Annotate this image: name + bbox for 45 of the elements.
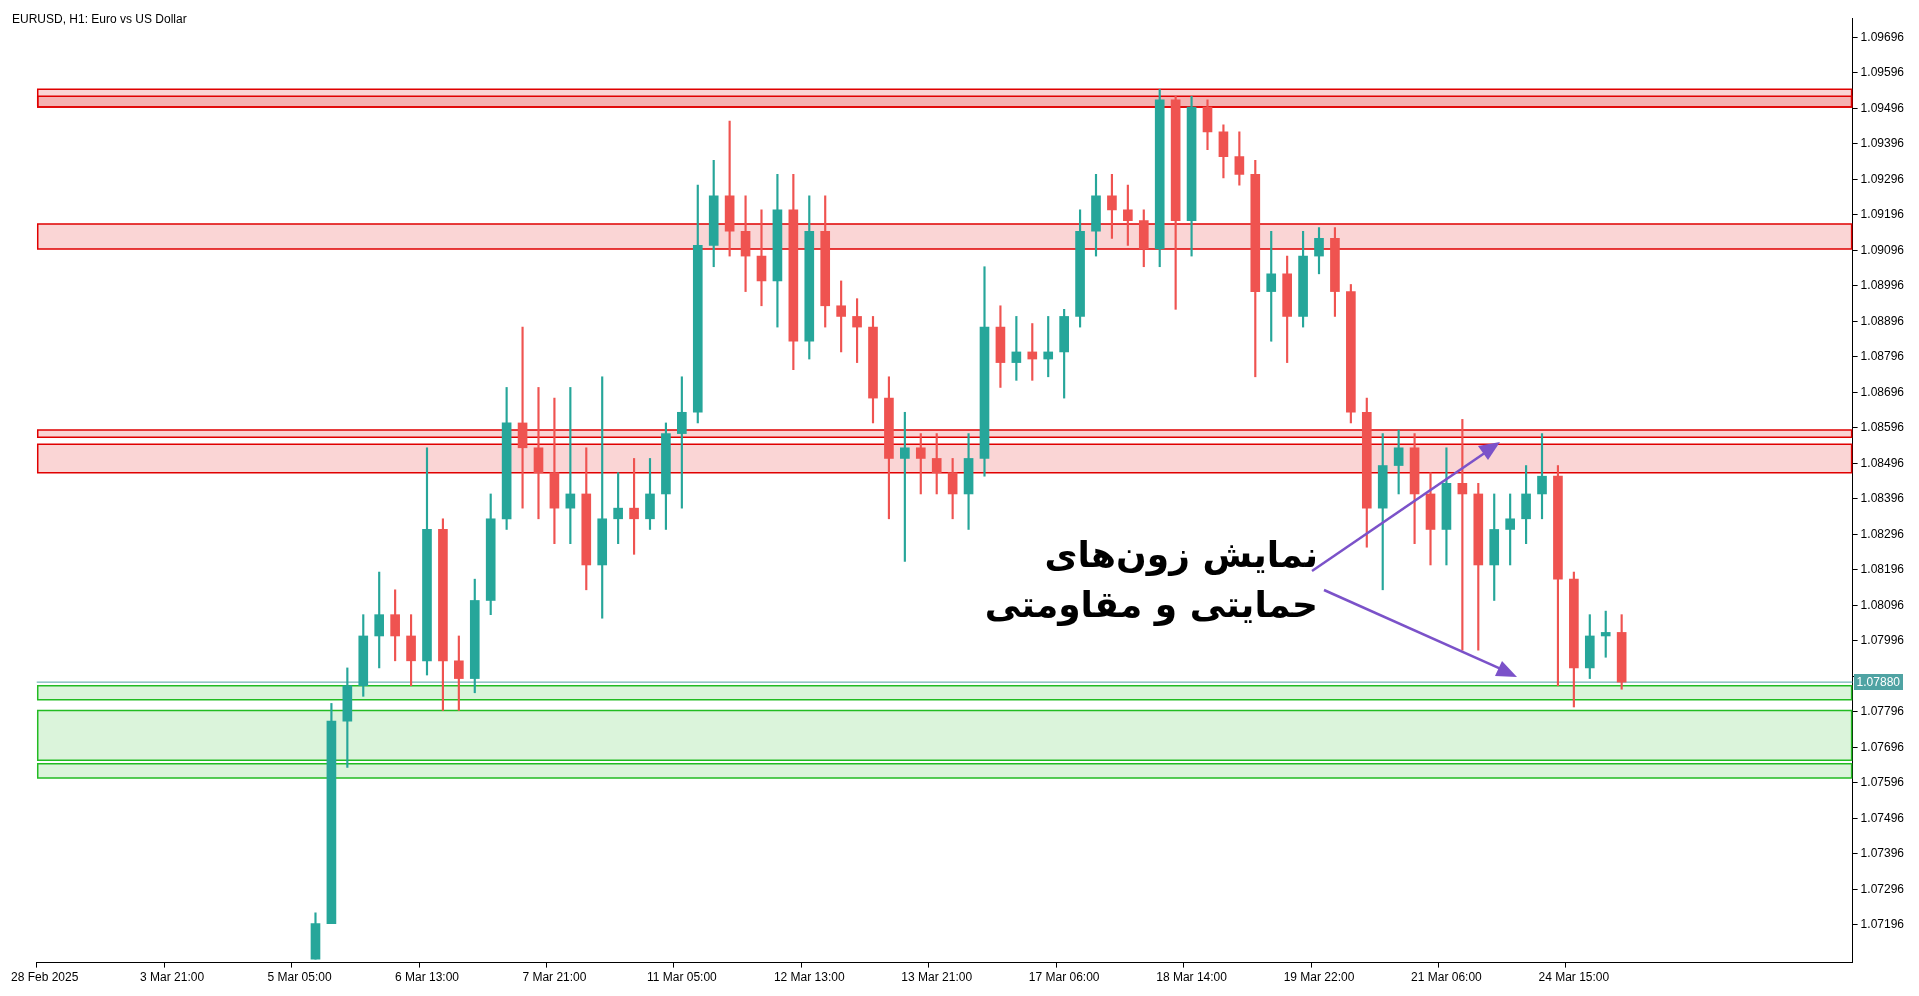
y-tick-label: 1.07796 — [1860, 704, 1905, 719]
y-tick-label: 1.08696 — [1860, 384, 1905, 399]
x-tick-label: 11 Mar 05:00 — [646, 970, 718, 985]
y-tick-label: 1.07496 — [1860, 810, 1905, 825]
y-tick-label: 1.08196 — [1860, 562, 1905, 577]
candlestick — [517, 326, 528, 509]
y-tick-label: 1.09196 — [1860, 207, 1905, 222]
y-tick-label: 1.09596 — [1860, 65, 1905, 80]
y-tick-label: 1.09096 — [1860, 242, 1905, 257]
y-tick-label: 1.09496 — [1860, 100, 1905, 115]
y-tick-label: 1.07196 — [1860, 917, 1905, 932]
y-tick-label: 1.08596 — [1860, 420, 1905, 435]
candlestick — [740, 195, 751, 292]
y-tick-label: 1.09296 — [1860, 171, 1905, 186]
x-tick-label: 6 Mar 13:00 — [394, 970, 460, 985]
y-tick-label: 1.07296 — [1860, 881, 1905, 896]
x-tick-label: 7 Mar 21:00 — [522, 970, 587, 985]
candlestick — [533, 387, 544, 520]
y-tick-label: 1.08096 — [1860, 597, 1905, 612]
y-tick-label: 1.08896 — [1860, 313, 1905, 328]
x-tick-label: 18 Mar 14:00 — [1156, 970, 1228, 985]
x-tick-label: 3 Mar 21:00 — [140, 970, 205, 985]
x-tick-label: 21 Mar 06:00 — [1411, 970, 1483, 985]
x-tick-label: 24 Mar 15:00 — [1538, 970, 1610, 985]
y-tick-label: 1.09396 — [1860, 136, 1905, 151]
x-tick-label: 13 Mar 21:00 — [901, 970, 973, 985]
y-tick-label: 1.07996 — [1860, 633, 1905, 648]
ref-line-label: 1.07880 — [1853, 674, 1903, 691]
x-tick-label: 5 Mar 05:00 — [267, 970, 332, 985]
y-tick-label: 1.09696 — [1860, 29, 1905, 44]
y-tick-label: 1.08396 — [1860, 491, 1905, 506]
x-tick-label: 28 Feb 2025 — [11, 970, 79, 985]
candlestick — [756, 209, 767, 307]
x-tick-label: 17 Mar 06:00 — [1028, 970, 1100, 985]
y-tick-label: 1.07596 — [1860, 775, 1905, 790]
x-tick-label: 12 Mar 13:00 — [773, 970, 845, 985]
y-tick-label: 1.08296 — [1860, 526, 1905, 541]
y-tick-label: 1.08796 — [1860, 349, 1905, 364]
x-tick-label: 19 Mar 22:00 — [1283, 970, 1355, 985]
y-tick-label: 1.08496 — [1860, 455, 1905, 470]
chart-title: EURUSD, H1: Euro vs US Dollar — [12, 12, 187, 26]
y-tick-label: 1.07696 — [1860, 739, 1905, 754]
y-tick-label: 1.08996 — [1860, 278, 1905, 293]
y-tick-label: 1.07396 — [1860, 846, 1905, 861]
annotation: نمایش زون‌های حمایتی و مقاومتی — [983, 533, 1318, 628]
